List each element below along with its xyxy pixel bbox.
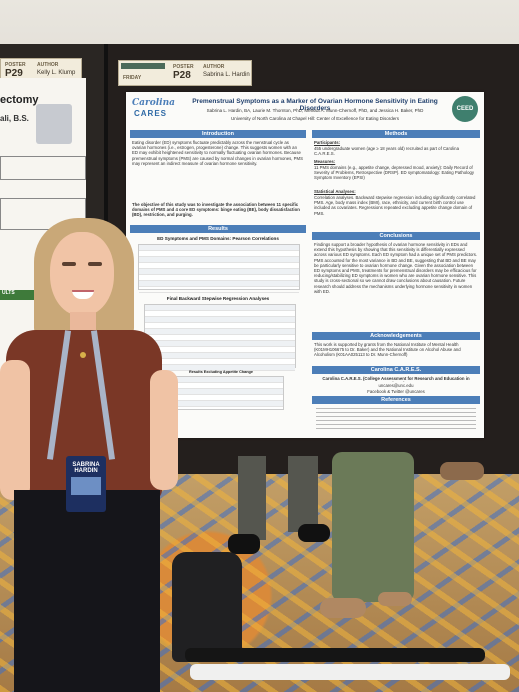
carolina-cares-logo: Carolina — [132, 98, 175, 108]
measures-text: 11 PMS domains (e.g., appetite change, d… — [314, 165, 475, 181]
presenter-trousers — [14, 490, 160, 692]
author-name: Sabrina L. Hardin — [203, 72, 250, 78]
poster-number: P28 — [173, 70, 191, 81]
cares-text: Carolina C.A.R.E.S. (College Assessment … — [322, 376, 470, 382]
carolina-cares-header: Carolina C.A.R.E.S. — [312, 366, 480, 374]
badge-image — [71, 477, 101, 495]
person-leg — [288, 456, 318, 532]
participants-label: Participants: — [314, 140, 341, 145]
person-sandal — [320, 598, 366, 618]
regression-table — [144, 304, 296, 371]
person-sandal — [378, 592, 412, 606]
measures-label: Measures: — [314, 159, 336, 164]
excluding-appetite-title: Results Excluding Appetite Change — [189, 370, 253, 374]
presenter-face — [50, 232, 114, 316]
badge-last-name: HARDIN — [74, 468, 98, 474]
ceed-logo: CEED — [452, 96, 478, 122]
main-poster-card: FRIDAY POSTER P28 AUTHOR Sabrina L. Hard… — [118, 60, 252, 86]
left-poster-box — [0, 198, 86, 230]
poster-affiliation: University of North Carolina at Chapel H… — [230, 116, 400, 121]
poster-number: P29 — [5, 68, 23, 79]
methods-header: Methods — [312, 130, 480, 138]
poster-title: Premenstrual Symptoms as a Marker of Ova… — [192, 98, 438, 112]
acknowledgements-header: Acknowledgements — [312, 332, 480, 340]
presenter-eye — [88, 262, 102, 266]
research-poster: Carolina CARES Premenstrual Symptoms as … — [126, 92, 484, 438]
conclusions-text: Findings support a broader hypothesis of… — [314, 242, 478, 294]
references-header: References — [312, 396, 480, 404]
author-label: AUTHOR — [203, 64, 225, 70]
analysis-text: Correlation analyses. Backward stepwise … — [314, 195, 476, 216]
black-backpack — [172, 552, 242, 662]
left-poster-title: ectomy — [0, 94, 39, 106]
left-poster-figure — [36, 104, 72, 144]
left-poster-authors: ali, B.S. — [0, 114, 29, 123]
card-banner — [121, 63, 165, 69]
presenter-arm — [0, 360, 30, 500]
references-list — [316, 408, 476, 430]
presenter-smile — [72, 290, 94, 299]
poster-day: FRIDAY — [123, 75, 142, 81]
poster-tube — [185, 648, 485, 662]
presenter-eye — [62, 262, 76, 266]
acknowledgements-text: This work is supported by grants from th… — [314, 342, 461, 358]
name-badge: SABRINA HARDIN — [66, 456, 106, 512]
objective-text: The objective of this study was to inves… — [132, 202, 300, 218]
conclusions-header: Conclusions — [312, 232, 480, 240]
person-shoe — [228, 534, 260, 554]
poster-label: POSTER — [5, 62, 26, 68]
author-name: Kelly L. Klump — [37, 70, 76, 76]
person-leg — [238, 456, 266, 540]
poster-label: POSTER — [173, 64, 194, 70]
cares-logo-text: CARES — [134, 109, 168, 118]
necklace-pendant — [80, 352, 86, 358]
author-label: AUTHOR — [37, 62, 59, 68]
white-tube — [190, 664, 510, 680]
person-trousers — [332, 452, 414, 602]
badge-first-name: SABRINA — [72, 462, 100, 468]
cares-email: uncares@unc.edu — [378, 383, 414, 388]
results-header: Results — [130, 225, 306, 233]
excluding-appetite-table — [158, 376, 284, 410]
left-poster-section: ULTS — [0, 290, 42, 300]
correlation-table-title: ED Symptoms and PMS Domains: Pearson Cor… — [157, 236, 279, 241]
cares-social: Facebook & Twitter @uncares — [367, 389, 425, 394]
person-shoe — [298, 524, 330, 542]
poster-authors: Sabrina L. Hardin, BA, Laurie M. Thornto… — [206, 108, 424, 113]
left-poster-box — [0, 156, 86, 180]
participants-text: 455 undergraduate women (age ≥ 18 years … — [314, 146, 459, 157]
introduction-header: Introduction — [130, 130, 306, 138]
regression-table-title: Final Backward Stepwise Regression Analy… — [166, 296, 270, 301]
presenter-arm — [150, 370, 178, 490]
analysis-label: Statistical Analyses: — [314, 189, 356, 194]
distant-shoe — [440, 462, 484, 480]
introduction-text: Eating disorder (ED) symptoms fluctuate … — [132, 140, 303, 166]
correlation-table — [138, 244, 300, 293]
